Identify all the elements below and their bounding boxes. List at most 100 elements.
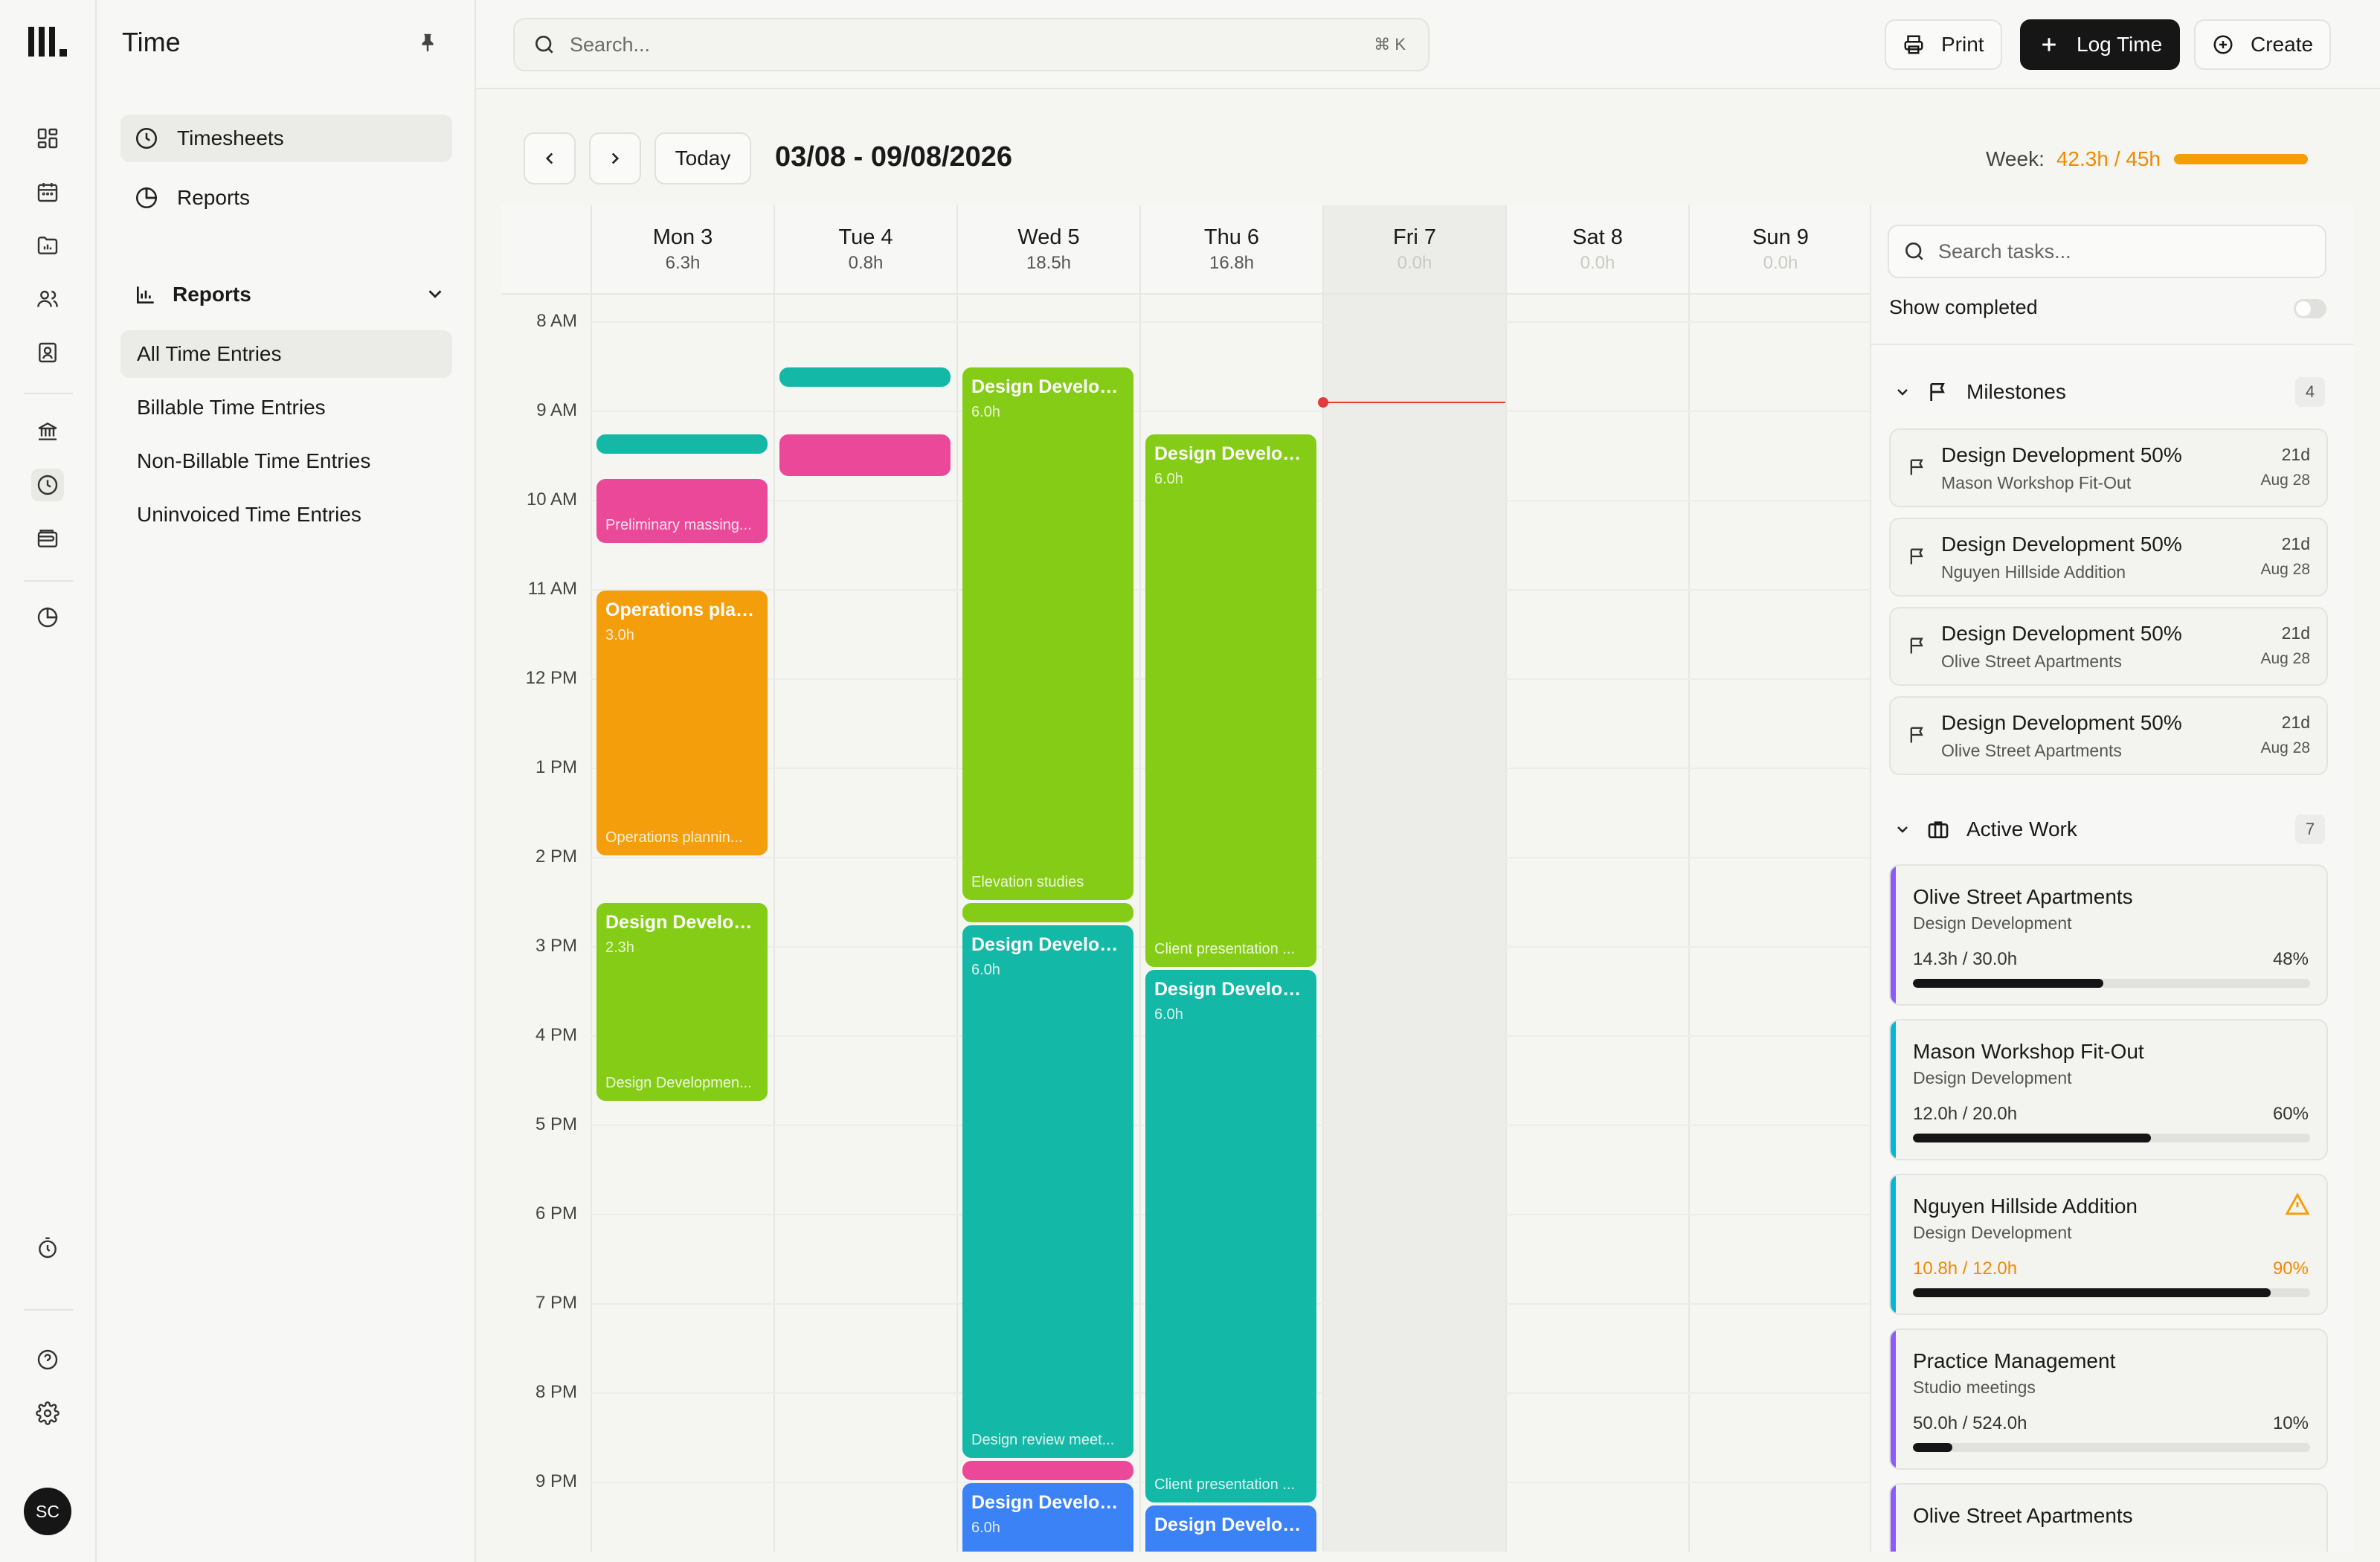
create-button[interactable]: Create [2194,19,2332,70]
card-accent [1891,1175,1896,1314]
people-icon[interactable] [31,283,64,315]
next-week-button[interactable] [589,132,641,184]
print-button[interactable]: Print [1885,19,2002,70]
group-count: 4 [2295,377,2325,407]
work-phase: Design Development [1913,1068,2072,1087]
tasks-panel: Search tasks... Show completed Milestone… [1870,205,2353,1552]
dashboard-icon[interactable] [31,122,64,155]
time-entry-event[interactable]: Design Develop... 6.0h Client presentation… [1145,970,1316,1502]
event-hours: 6.0h [1154,471,1183,487]
panel-divider [1871,344,2353,345]
rail-divider [24,393,73,394]
time-entry-event[interactable]: Design Develop... 6.0h [962,1483,1133,1552]
reports-section-header[interactable]: Reports [134,275,446,314]
folder-chart-icon[interactable] [31,229,64,262]
search-shortcut: ⌘ K [1374,35,1406,54]
today-button[interactable]: Today [654,132,751,184]
milestone-date: Aug 28 [2260,561,2310,578]
pie-chart-icon[interactable] [31,601,64,634]
sidebar-item-label: Reports [177,186,251,209]
log-time-button[interactable]: Log Time [2020,19,2181,70]
active-work-card[interactable]: Mason Workshop Fit-Out Design Development… [1889,1019,2328,1160]
day-hours: 0.0h [1580,252,1615,273]
contact-book-icon[interactable] [31,336,64,369]
milestone-card[interactable]: Design Development 50% Olive Street Apart… [1889,607,2328,686]
time-entry-event[interactable] [962,903,1133,922]
day-column[interactable] [774,295,956,1552]
milestone-title: Design Development 50% [1941,622,2182,645]
calendar-icon[interactable] [31,176,64,208]
day-column[interactable] [956,295,1139,1552]
chevron-down-icon [1897,389,1908,396]
current-time-dot [1318,397,1328,408]
event-title: Design Develop... [971,376,1125,397]
time-entry-event[interactable] [779,367,951,387]
day-header[interactable]: Wed 5 18.5h [956,205,1139,295]
time-entry-event[interactable]: Operations plan... 3.0h Operations plannin… [596,591,768,855]
active-work-card[interactable]: Nguyen Hillside Addition Design Developme… [1889,1174,2328,1315]
day-column[interactable] [1688,295,1870,1552]
sidebar-item-non-billable[interactable]: Non-Billable Time Entries [137,449,371,472]
event-title: Design Develop... [1154,443,1308,464]
sidebar-item-timesheets[interactable]: Timesheets [120,115,452,162]
work-progress-fill [1913,979,2104,988]
time-entry-event[interactable]: Design Develop... [1145,1505,1316,1552]
day-header[interactable]: Sun 9 0.0h [1688,205,1870,295]
show-completed-toggle[interactable] [2294,299,2326,318]
time-entry-event[interactable] [596,434,768,454]
active-work-card[interactable]: Practice Management Studio meetings 50.0h … [1889,1328,2328,1470]
sidebar: Time Timesheets Reports Reports All Time… [97,0,476,1562]
day-header[interactable]: Tue 4 0.8h [774,205,956,295]
day-column[interactable] [1139,295,1322,1552]
time-entry-event[interactable]: Design Develop... 6.0h Elevation studies [962,367,1133,900]
work-percent: 10% [2272,1413,2309,1433]
time-entry-event[interactable]: Design Develop... 6.0h Design review meet.… [962,925,1133,1458]
card-accent [1891,1330,1896,1468]
wallet-icon[interactable] [31,522,64,555]
section-label: Reports [173,283,251,306]
day-header[interactable]: Sat 8 0.0h [1505,205,1688,295]
search-input[interactable]: Search... ⌘ K [513,18,1429,71]
time-entry-event[interactable]: Preliminary massing... [596,479,768,543]
day-header[interactable]: Mon 3 6.3h [591,205,774,295]
avatar[interactable]: SC [24,1488,71,1535]
prev-week-button[interactable] [524,132,576,184]
time-entry-event[interactable] [962,1461,1133,1480]
sidebar-item-reports[interactable]: Reports [120,174,452,222]
pin-icon[interactable] [416,31,439,54]
day-name: Fri 7 [1393,225,1436,249]
milestones-group-header[interactable]: Milestones 4 [1894,373,2325,411]
day-header[interactable]: Fri 7 0.0h [1322,205,1505,295]
active-work-card[interactable]: Olive Street Apartments Design Developmen… [1889,864,2328,1006]
sidebar-item-billable[interactable]: Billable Time Entries [137,396,326,419]
day-column[interactable] [1505,295,1688,1552]
event-hours: 6.0h [1154,1006,1183,1023]
active_work-group-header[interactable]: Active Work 7 [1894,811,2325,848]
settings-icon[interactable] [31,1397,64,1430]
bank-icon[interactable] [31,415,64,448]
current-time-line [1322,402,1505,403]
milestone-title: Design Development 50% [1941,711,2182,734]
day-header[interactable]: Thu 6 16.8h [1139,205,1322,295]
task-search-input[interactable]: Search tasks... [1888,225,2326,278]
milestone-project: Olive Street Apartments [1941,741,2122,760]
time-entry-event[interactable]: Design Develop... 6.0h Client presentation… [1145,434,1316,967]
time-entry-event[interactable]: Design Develop... 2.3h Design Developmen..… [596,903,768,1101]
flag-icon [1907,546,1928,567]
timer-icon[interactable] [31,1232,64,1264]
day-column[interactable] [1322,295,1505,1552]
hour-label: 10 AM [526,489,577,510]
milestone-card[interactable]: Design Development 50% Olive Street Apart… [1889,696,2328,775]
help-icon[interactable] [31,1343,64,1376]
app-logo[interactable] [28,27,71,57]
hour-label: 11 AM [527,579,577,599]
day-hours: 0.0h [1763,252,1798,273]
milestone-card[interactable]: Design Development 50% Mason Workshop Fit… [1889,428,2328,507]
active-work-card[interactable]: Olive Street Apartments [1889,1483,2328,1552]
clock-icon[interactable] [31,469,64,501]
sidebar-item-uninvoiced[interactable]: Uninvoiced Time Entries [137,503,361,526]
day-column[interactable] [591,295,774,1552]
time-entry-event[interactable] [779,434,951,476]
milestone-card[interactable]: Design Development 50% Nguyen Hillside Ad… [1889,518,2328,597]
sidebar-item-all-time-entries[interactable]: All Time Entries [120,330,452,378]
